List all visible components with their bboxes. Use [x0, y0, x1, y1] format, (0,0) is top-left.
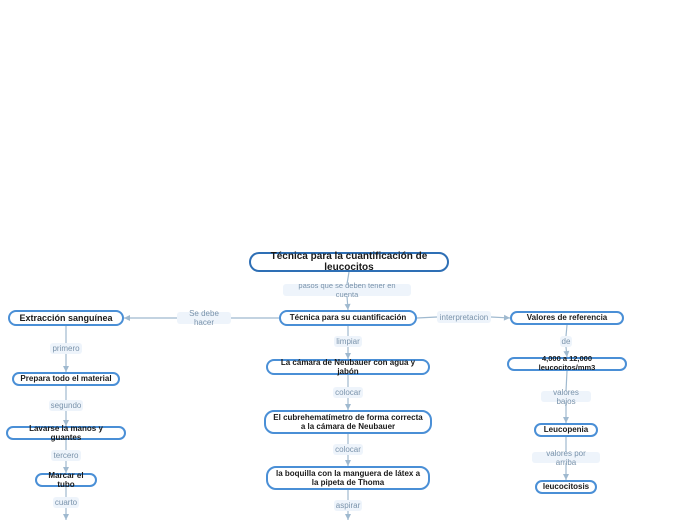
edge-label-tercero: tercero	[51, 450, 81, 461]
edge-label-valarr: valores por arriba	[532, 452, 600, 463]
edge-label-primero: primero	[50, 343, 82, 354]
node-leucoc: leucocitosis	[535, 480, 597, 494]
edge-label-segundo: segundo	[49, 400, 83, 411]
node-root: Técnica para la cuantificación de leucoc…	[249, 252, 449, 272]
node-prep: Prepara todo el material	[12, 372, 120, 386]
edge-label-pasos: pasos que se deben tener en cuenta	[283, 284, 411, 296]
node-leucop: Leucopenia	[534, 423, 598, 437]
edge-label-aspirar: aspirar	[334, 500, 362, 511]
node-extr: Extracción sanguínea	[8, 310, 124, 326]
node-range: 4,000 a 12,000 leucocitos/mm3	[507, 357, 627, 371]
edge-label-de: de	[560, 336, 572, 347]
edge-label-colocar1: colocar	[333, 387, 363, 398]
node-lav: Lavarse la manos y guantes	[6, 426, 126, 440]
edge-label-limpiar: limpiar	[334, 336, 362, 347]
node-cubre: El cubrehematímetro de forma correcta a …	[264, 410, 432, 434]
edge-label-valbaj: valores bajos	[541, 391, 591, 402]
edge-label-interp: interpretacion	[437, 311, 491, 323]
node-tech: Técnica para su cuantificación	[279, 310, 417, 326]
node-mar: Marcar el tubo	[35, 473, 97, 487]
edge-label-colocar2: colocar	[333, 444, 363, 455]
edge-label-cuarto: cuarto	[53, 497, 79, 508]
nodes-layer: Técnica para la cuantificación de leucoc…	[0, 0, 696, 520]
edge-label-sedebe: Se debe hacer	[177, 312, 231, 324]
node-valref: Valores de referencia	[510, 311, 624, 325]
node-camara: La cámara de Neubauer con agua y jabón	[266, 359, 430, 375]
node-boq: la boquilla con la manguera de látex a l…	[266, 466, 430, 490]
